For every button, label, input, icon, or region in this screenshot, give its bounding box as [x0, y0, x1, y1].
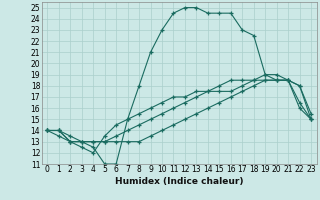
X-axis label: Humidex (Indice chaleur): Humidex (Indice chaleur) [115, 177, 244, 186]
